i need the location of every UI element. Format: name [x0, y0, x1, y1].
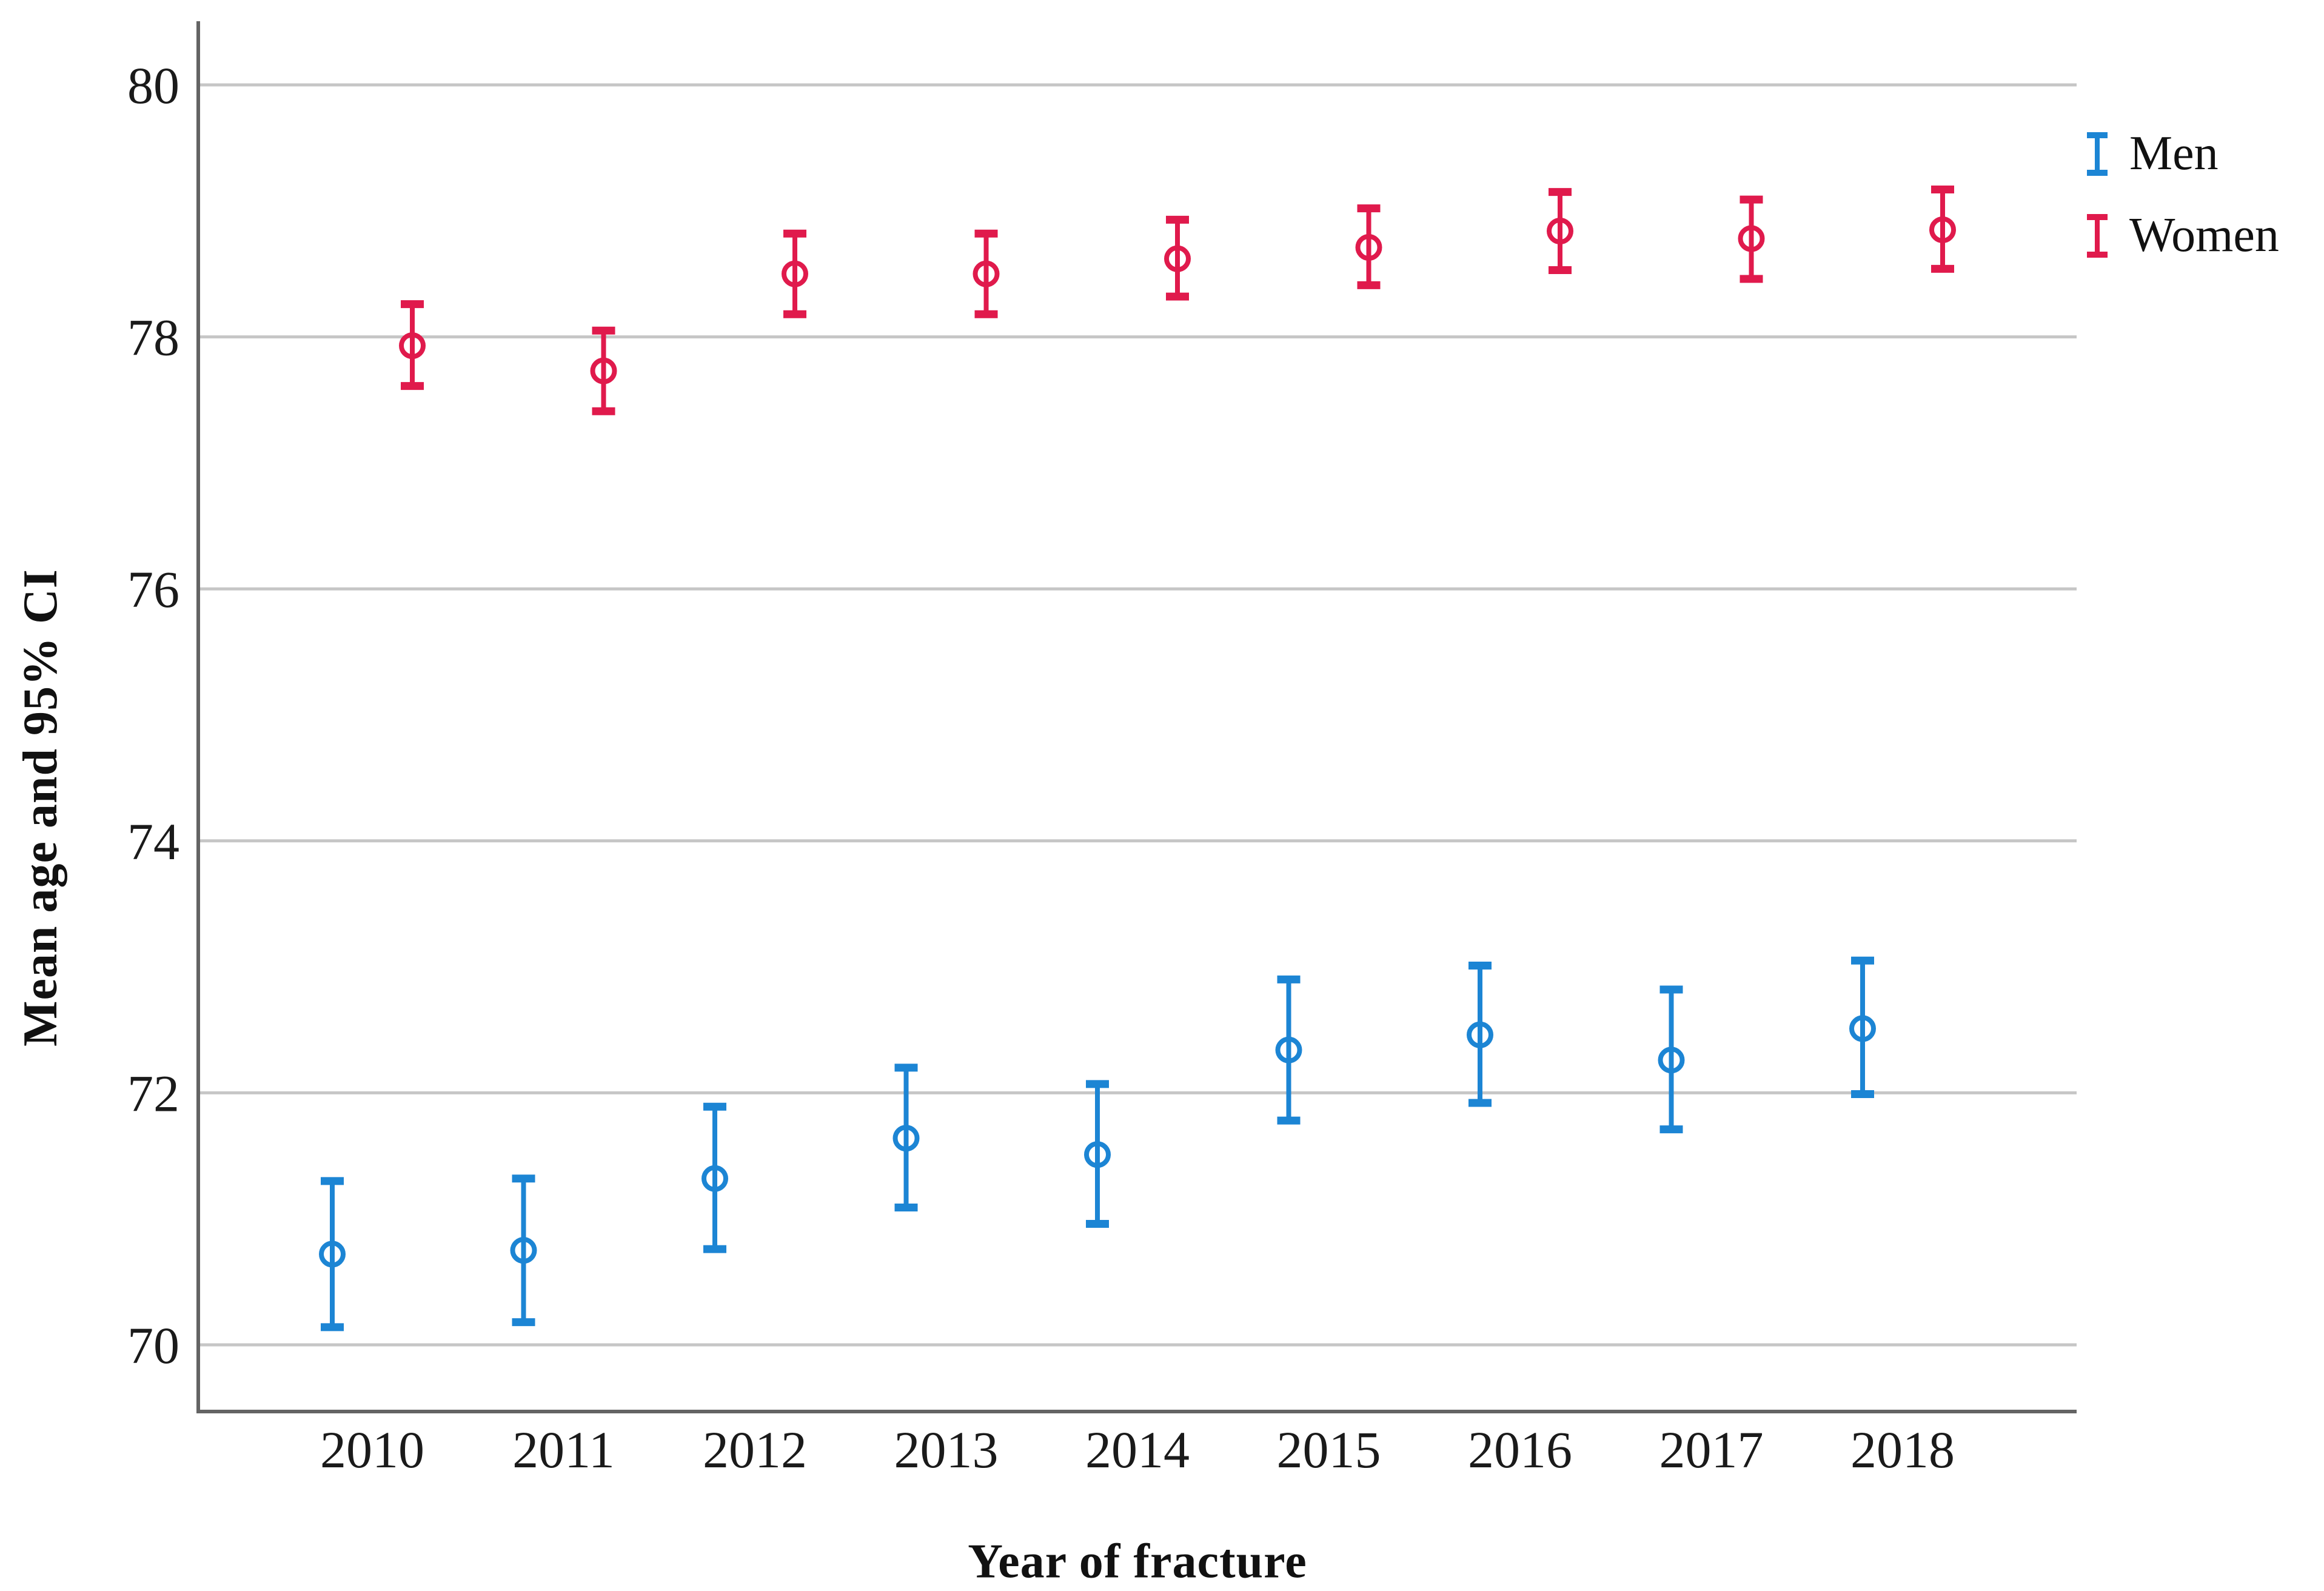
- mean-marker: [1355, 234, 1382, 261]
- mean-marker: [973, 260, 1000, 287]
- errorbar-women-2013: [973, 229, 1000, 318]
- errorbar-men-2014: [1084, 1080, 1111, 1228]
- y-tick-label: 72: [127, 1064, 179, 1122]
- mean-marker: [1849, 1015, 1876, 1042]
- errorbar-men-2017: [1658, 985, 1685, 1134]
- y-axis-title: Mean age and 95% CI: [14, 569, 67, 1047]
- y-tick-label: 78: [127, 309, 179, 367]
- mean-marker: [1275, 1036, 1302, 1063]
- mean-marker: [1547, 218, 1573, 245]
- errorbar-men-2015: [1275, 975, 1302, 1125]
- x-tick-label: 2015: [1277, 1421, 1381, 1479]
- errorbar-men-2012: [702, 1102, 728, 1253]
- mean-marker: [1929, 216, 1956, 243]
- mean-marker: [510, 1237, 537, 1264]
- errorbar-women-2017: [1738, 195, 1765, 283]
- x-tick-label: 2017: [1659, 1421, 1764, 1479]
- mean-marker: [702, 1165, 728, 1192]
- x-tick-label: 2014: [1085, 1421, 1190, 1479]
- women-errorbar-icon: [2087, 213, 2108, 258]
- errorbar-women-2014: [1164, 215, 1191, 301]
- legend-item-men: Men: [2085, 126, 2279, 181]
- legend-item-women: Women: [2085, 208, 2279, 263]
- mean-marker: [319, 1241, 346, 1268]
- mean-marker: [399, 332, 426, 360]
- errorbar-men-2011: [510, 1174, 537, 1327]
- y-tick-label: 70: [127, 1316, 179, 1375]
- legend: Men Women: [2085, 126, 2279, 263]
- mean-marker: [782, 260, 808, 287]
- errorbar-women-2015: [1355, 204, 1382, 289]
- errorbar-women-2018: [1929, 185, 1956, 273]
- errorbar-women-2016: [1547, 188, 1573, 274]
- mean-marker: [590, 357, 617, 384]
- errorbar-women-2010: [399, 300, 426, 390]
- y-tick-label: 74: [127, 812, 179, 871]
- x-tick-label: 2018: [1850, 1421, 1955, 1479]
- x-axis-title: Year of fracture: [968, 1535, 1307, 1589]
- x-tick-label: 2010: [320, 1421, 424, 1479]
- mean-marker: [1658, 1047, 1685, 1074]
- errorbar-men-2018: [1849, 956, 1876, 1098]
- mean-marker: [1084, 1141, 1111, 1168]
- legend-label-women: Women: [2129, 209, 2279, 262]
- errorbar-women-2012: [782, 229, 808, 318]
- mean-marker: [1467, 1021, 1493, 1048]
- errorbar-men-2010: [319, 1177, 346, 1331]
- x-tick-label: 2011: [512, 1421, 615, 1479]
- errorbar-men-2016: [1467, 962, 1493, 1107]
- y-tick-label: 80: [127, 56, 179, 115]
- mean-marker: [1164, 245, 1191, 272]
- x-tick-label: 2016: [1468, 1421, 1572, 1479]
- x-tick-label: 2012: [703, 1421, 807, 1479]
- x-tick-label: 2013: [894, 1421, 999, 1479]
- errorbar-women-2011: [590, 326, 617, 415]
- errorbar-men-2013: [892, 1063, 920, 1211]
- y-tick-label: 76: [127, 560, 179, 618]
- mean-marker: [1738, 225, 1765, 252]
- legend-label-men: Men: [2129, 127, 2219, 180]
- men-errorbar-icon: [2087, 132, 2108, 176]
- mean-marker: [892, 1125, 920, 1152]
